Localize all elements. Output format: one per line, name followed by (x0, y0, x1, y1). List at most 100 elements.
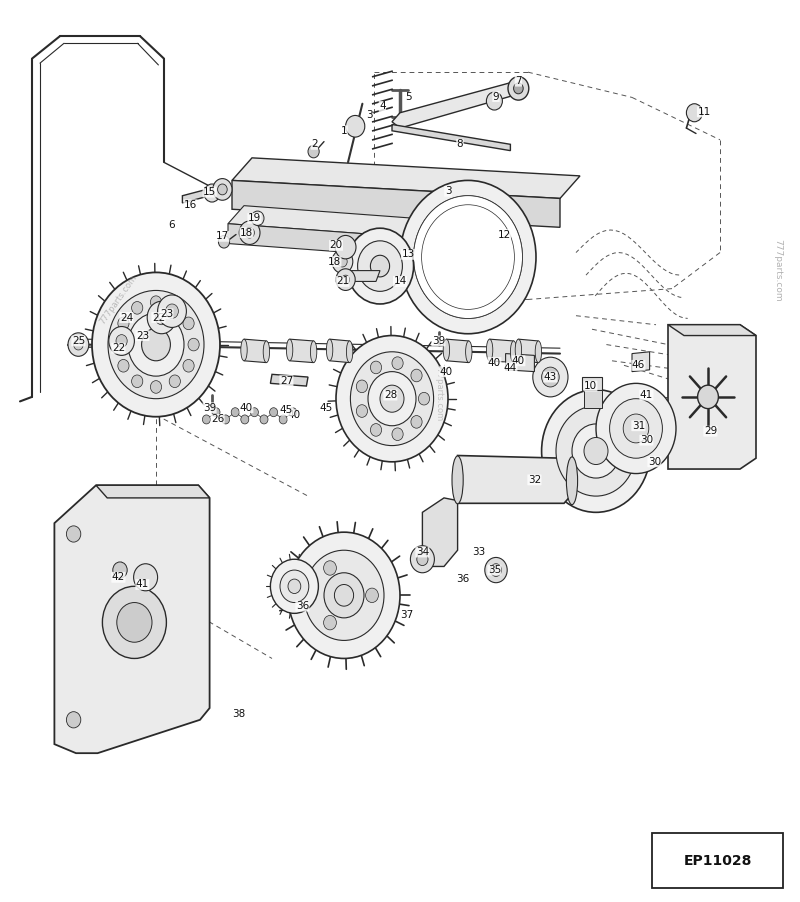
Text: 10: 10 (584, 381, 597, 391)
Ellipse shape (263, 341, 270, 363)
Text: 18: 18 (240, 227, 253, 238)
Circle shape (418, 392, 430, 405)
Circle shape (346, 228, 414, 304)
Circle shape (324, 573, 364, 618)
Polygon shape (422, 498, 458, 566)
Circle shape (698, 385, 718, 409)
Polygon shape (336, 271, 380, 281)
Text: 22: 22 (112, 343, 125, 354)
Circle shape (342, 275, 350, 284)
Circle shape (118, 318, 129, 330)
Ellipse shape (452, 456, 463, 503)
Circle shape (74, 339, 83, 350)
Polygon shape (182, 189, 206, 203)
Circle shape (392, 428, 403, 440)
Polygon shape (392, 81, 528, 128)
Circle shape (288, 579, 301, 594)
Text: 32: 32 (528, 474, 541, 485)
Text: 16: 16 (184, 199, 197, 210)
Text: EP11028: EP11028 (683, 854, 752, 869)
Ellipse shape (566, 456, 578, 505)
Circle shape (231, 408, 239, 417)
Circle shape (346, 115, 365, 137)
Polygon shape (632, 352, 650, 372)
Circle shape (556, 406, 636, 496)
Text: 40: 40 (240, 402, 253, 413)
Polygon shape (490, 339, 514, 363)
Text: 30: 30 (640, 435, 653, 446)
Circle shape (260, 415, 268, 424)
Polygon shape (518, 339, 538, 363)
Circle shape (188, 338, 199, 351)
Text: 30: 30 (648, 456, 661, 467)
Circle shape (113, 338, 124, 351)
Ellipse shape (346, 341, 353, 363)
Text: 46: 46 (632, 360, 645, 371)
FancyBboxPatch shape (652, 833, 783, 888)
Text: 40: 40 (288, 410, 301, 420)
Polygon shape (232, 180, 560, 227)
Circle shape (350, 352, 434, 446)
Text: 39: 39 (203, 402, 216, 413)
Text: 23: 23 (136, 330, 149, 341)
Circle shape (304, 550, 384, 640)
Ellipse shape (241, 339, 247, 361)
Circle shape (245, 227, 254, 238)
Text: 5: 5 (405, 92, 411, 103)
Circle shape (533, 357, 568, 397)
Circle shape (410, 546, 434, 573)
Circle shape (417, 553, 428, 566)
Circle shape (486, 92, 502, 110)
Ellipse shape (443, 339, 450, 361)
Text: 40: 40 (512, 355, 525, 366)
Circle shape (584, 437, 608, 465)
Text: 777parts.com: 777parts.com (773, 239, 782, 302)
Circle shape (542, 367, 559, 387)
Circle shape (147, 301, 176, 334)
Text: 35: 35 (488, 565, 501, 575)
Text: 9: 9 (493, 91, 499, 102)
Text: 14: 14 (394, 276, 406, 287)
Polygon shape (228, 224, 496, 263)
Text: 44: 44 (504, 363, 517, 373)
Polygon shape (228, 206, 512, 244)
Circle shape (218, 235, 230, 248)
Circle shape (572, 424, 620, 478)
Circle shape (411, 369, 422, 382)
Circle shape (514, 83, 523, 94)
Circle shape (118, 359, 129, 372)
Circle shape (358, 241, 402, 291)
Text: 17: 17 (216, 231, 229, 242)
Text: 1: 1 (341, 125, 347, 136)
Circle shape (308, 145, 319, 158)
Circle shape (414, 196, 522, 318)
Circle shape (170, 375, 181, 388)
Text: 45: 45 (280, 405, 293, 416)
Text: 15: 15 (203, 187, 216, 198)
Circle shape (542, 390, 650, 512)
Ellipse shape (286, 339, 293, 361)
Circle shape (204, 184, 220, 202)
Polygon shape (506, 354, 534, 372)
Circle shape (289, 408, 297, 417)
Circle shape (128, 313, 184, 376)
Text: 40: 40 (488, 357, 501, 368)
Polygon shape (668, 325, 756, 469)
Polygon shape (290, 339, 314, 363)
Text: 27: 27 (280, 375, 293, 386)
Circle shape (117, 603, 152, 642)
Circle shape (323, 615, 336, 630)
Circle shape (370, 424, 382, 437)
Polygon shape (244, 339, 266, 363)
Circle shape (356, 380, 367, 392)
Circle shape (92, 272, 220, 417)
Polygon shape (270, 374, 308, 386)
Polygon shape (54, 485, 210, 753)
Circle shape (68, 333, 89, 356)
Circle shape (166, 304, 178, 318)
Text: 13: 13 (402, 249, 414, 260)
Ellipse shape (510, 341, 517, 363)
Circle shape (508, 77, 529, 100)
Circle shape (251, 211, 264, 226)
Text: 43: 43 (544, 372, 557, 382)
